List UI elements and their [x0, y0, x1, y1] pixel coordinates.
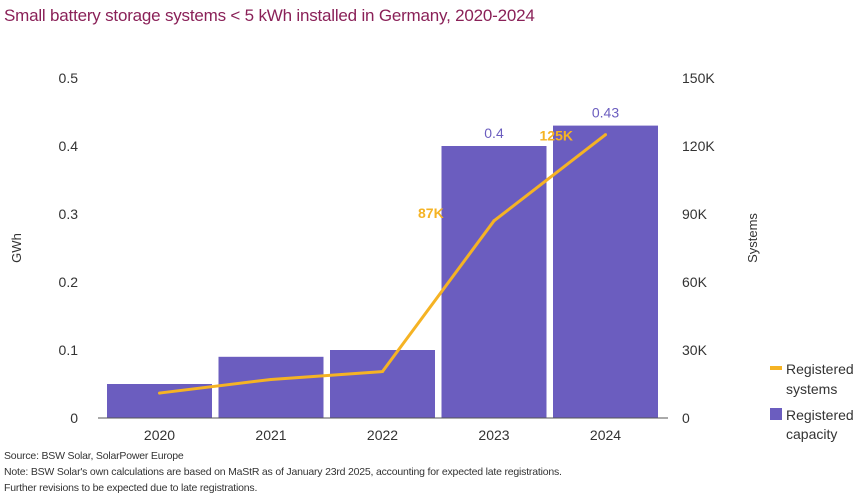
bar-2023: [441, 146, 547, 418]
right-tick-label: 90K: [682, 206, 708, 222]
bar-2022: [330, 350, 435, 418]
data-labels: 0.4 0.43 87K 125K: [418, 105, 619, 221]
right-tick-label: 60K: [682, 274, 708, 290]
systems-point: [158, 391, 161, 395]
left-tick-label: 0.1: [59, 342, 79, 358]
left-tick-label: 0.5: [59, 70, 79, 86]
left-axis-ticks: 0 0.1 0.2 0.3 0.4 0.5: [59, 70, 79, 426]
line-value-label: 125K: [540, 128, 573, 144]
left-tick-label: 0.4: [59, 138, 79, 154]
source-note: Source: BSW Solar, SolarPower Europe: [4, 450, 184, 462]
x-tick-label: 2024: [590, 427, 621, 443]
left-tick-label: 0: [70, 410, 78, 426]
chart-title: Small battery storage systems < 5 kWh in…: [4, 6, 535, 25]
left-axis-label: GWh: [9, 233, 24, 263]
x-axis-ticks: 2020 2021 2022 2023 2024: [144, 427, 621, 443]
legend-swatch-systems: [770, 366, 782, 370]
right-axis-label: Systems: [745, 213, 760, 263]
systems-point: [381, 370, 384, 374]
systems-line-group: [158, 133, 607, 395]
x-tick-label: 2022: [367, 427, 398, 443]
right-tick-label: 0: [682, 410, 690, 426]
bar-value-label: 0.43: [592, 105, 619, 121]
revision-note: Further revisions to be expected due to …: [4, 482, 258, 494]
bar-value-label: 0.4: [484, 125, 504, 141]
x-tick-label: 2021: [255, 427, 286, 443]
left-tick-label: 0.3: [59, 206, 79, 222]
right-tick-label: 30K: [682, 342, 708, 358]
legend-label-systems-2: systems: [786, 381, 837, 397]
legend-swatch-capacity: [770, 408, 782, 420]
x-tick-label: 2020: [144, 427, 175, 443]
left-tick-label: 0.2: [59, 274, 79, 290]
legend: Registered systems Registered capacity: [770, 361, 854, 442]
legend-label-capacity-1: Registered: [786, 407, 854, 423]
systems-point: [269, 377, 273, 381]
right-tick-label: 120K: [682, 138, 715, 154]
bars: [107, 125, 658, 418]
legend-label-capacity-2: capacity: [786, 426, 837, 442]
systems-point: [492, 219, 496, 223]
systems-point: [604, 133, 607, 137]
bar-2024: [553, 125, 658, 418]
x-tick-label: 2023: [478, 427, 509, 443]
right-axis-ticks: 0 30K 60K 90K 120K 150K: [682, 70, 715, 426]
footnotes: Source: BSW Solar, SolarPower Europe Not…: [4, 448, 562, 496]
line-value-label: 87K: [418, 205, 444, 221]
methodology-note: Note: BSW Solar's own calculations are b…: [4, 466, 562, 478]
right-tick-label: 150K: [682, 70, 715, 86]
legend-label-systems-1: Registered: [786, 361, 854, 377]
bar-2021: [218, 356, 324, 418]
